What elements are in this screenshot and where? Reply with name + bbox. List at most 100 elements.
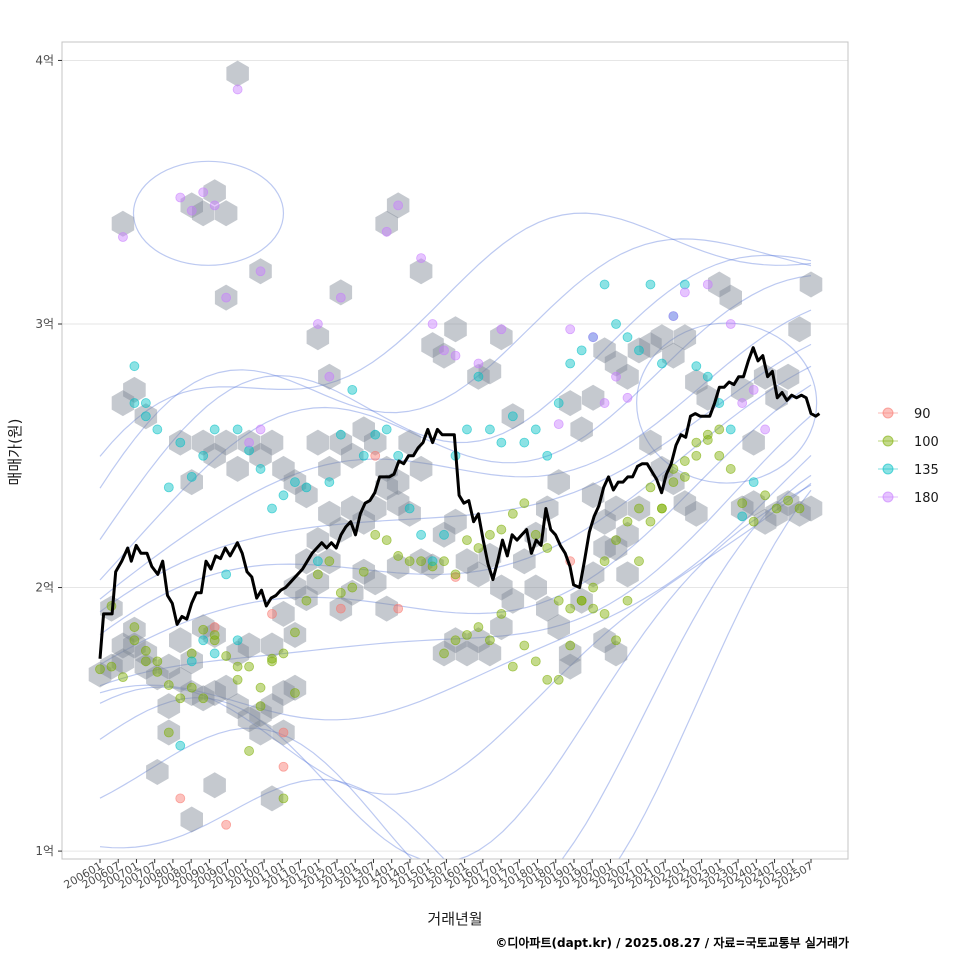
hexbin [88, 661, 112, 688]
legend-label-180: 180 [914, 491, 939, 506]
hexbin [742, 429, 765, 456]
trend-line-layer [98, 346, 821, 659]
data-point-135 [163, 482, 174, 493]
data-point-100 [416, 556, 426, 567]
data-point-100 [267, 656, 277, 667]
data-point-180 [221, 292, 232, 303]
data-point-100 [450, 569, 461, 580]
data-point-100 [152, 666, 163, 677]
data-point-100 [634, 556, 644, 567]
hexbin [203, 179, 226, 206]
data-point-180 [679, 287, 690, 298]
data-point-135 [278, 490, 289, 501]
data-point-100 [771, 503, 782, 514]
hexbin [662, 342, 685, 369]
hexbin [249, 258, 272, 285]
data-point-100 [163, 680, 174, 690]
hexbin [730, 376, 754, 403]
data-point-100 [439, 556, 449, 567]
data-point-135 [209, 424, 220, 435]
data-point-180 [748, 384, 759, 395]
hexbin [329, 429, 353, 456]
density-contour [99, 454, 812, 721]
data-point-135 [737, 511, 748, 522]
hexbin [295, 482, 318, 509]
data-point-90 [267, 609, 277, 619]
data-point-180 [175, 192, 186, 203]
hexbin [593, 337, 616, 364]
hexbin [409, 548, 433, 575]
gridlines [62, 59, 848, 852]
hexbin [444, 316, 467, 343]
hexbin [753, 508, 777, 535]
data-point-100 [714, 450, 725, 461]
data-point-100 [118, 672, 128, 683]
data-point-180 [611, 371, 621, 382]
hexbin [501, 403, 525, 430]
data-point-135 [634, 345, 644, 356]
data-point-135 [209, 648, 220, 659]
hexbin [283, 469, 307, 496]
data-point-100 [542, 674, 553, 685]
hexbin [501, 587, 525, 614]
hexbin [111, 210, 135, 237]
hexbin [478, 358, 502, 385]
legend-key-135 [882, 463, 894, 475]
hexbin [180, 806, 203, 833]
hexbin [283, 674, 307, 701]
data-point-180 [496, 324, 507, 335]
hexbin [616, 521, 639, 548]
hexbin [192, 429, 215, 456]
hexbin [467, 627, 490, 654]
hexbin [123, 616, 146, 643]
hexbin-layer [88, 60, 823, 833]
hexbin [558, 653, 582, 680]
hexbin [444, 627, 467, 654]
data-point-135 [462, 424, 472, 435]
data-point-100 [588, 603, 599, 614]
hexbin [203, 772, 226, 799]
hexbin [146, 664, 169, 691]
hexbin [467, 363, 490, 390]
data-point-135 [542, 450, 553, 461]
density-contour [99, 238, 812, 489]
data-point-90 [370, 450, 381, 461]
hexbin [203, 442, 226, 469]
data-point-100 [95, 664, 105, 675]
hexbin [547, 469, 570, 496]
hexbin [214, 200, 238, 227]
data-point-100 [634, 503, 644, 514]
data-point-100 [209, 635, 220, 646]
x-axis-title: 거래년월 [427, 910, 482, 928]
hexbin [616, 561, 639, 588]
hexbin [432, 521, 456, 548]
hexbin [375, 474, 398, 501]
data-point-100 [714, 424, 725, 435]
data-point-100 [186, 648, 197, 659]
hexbin [593, 535, 616, 561]
hexbin [111, 632, 135, 659]
hexbin [650, 324, 674, 351]
density-contour [99, 474, 812, 859]
data-point-180 [118, 232, 128, 242]
data-point-100 [278, 793, 289, 804]
hexbin [260, 693, 284, 720]
hexbin [581, 384, 605, 411]
hexbin [329, 595, 353, 622]
hexbin [111, 648, 135, 675]
data-point-100 [175, 693, 186, 704]
data-point-135 [645, 279, 656, 290]
source-caption: ©디아파트(dapt.kr) / 2025.08.27 / 자료=국토교통부 실… [495, 935, 849, 950]
data-point-100 [358, 566, 369, 577]
hexbin [180, 680, 203, 706]
hexbin [318, 363, 341, 390]
data-point-135 [129, 398, 140, 408]
hexbin [318, 548, 341, 575]
hexbin [157, 653, 181, 680]
data-point-100 [679, 456, 690, 466]
data-point-135 [232, 424, 243, 435]
hexbin [192, 614, 215, 641]
data-point-100 [657, 503, 667, 514]
hexbin [203, 622, 226, 648]
hexbin [673, 490, 697, 517]
